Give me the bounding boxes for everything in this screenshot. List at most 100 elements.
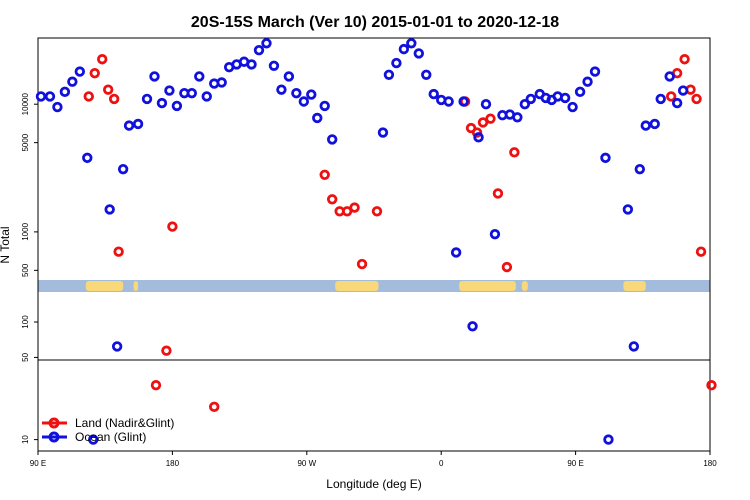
ocean-point xyxy=(649,118,660,130)
y-tick-label: 100 xyxy=(21,315,30,329)
ocean-point xyxy=(567,101,578,113)
ocean-point xyxy=(326,134,338,145)
ocean-point xyxy=(664,71,675,82)
ocean-point xyxy=(473,132,484,143)
land-point xyxy=(108,93,120,105)
y-tick-label: 1000 xyxy=(21,222,30,240)
y-axis-upper: 500 1000 5000 10000 xyxy=(21,93,38,277)
ocean-point xyxy=(253,44,265,56)
ocean-point xyxy=(377,127,389,138)
chart-title: 20S-15S March (Ver 10) 2015-01-01 to 202… xyxy=(191,14,559,31)
y-axis-label: N Total xyxy=(0,226,12,263)
ocean-point xyxy=(44,91,56,102)
land-point xyxy=(326,194,338,205)
ocean-point xyxy=(283,71,295,82)
land-point xyxy=(349,202,360,213)
ocean-point xyxy=(117,163,129,175)
legend-ocean-marker xyxy=(48,431,60,443)
land-strip xyxy=(38,280,710,292)
land-point xyxy=(501,261,513,273)
land-point xyxy=(150,380,162,391)
land-point xyxy=(679,54,690,65)
ocean-point xyxy=(82,152,93,164)
ocean-point xyxy=(164,85,175,96)
ocean-point xyxy=(171,100,183,112)
ocean-point xyxy=(421,69,432,80)
ocean-point xyxy=(640,120,651,131)
ocean-point xyxy=(88,434,99,445)
land-point xyxy=(371,206,383,217)
ocean-point xyxy=(35,91,47,102)
data-points xyxy=(35,38,717,445)
legend-land-label: Land (Nadir&Glint) xyxy=(75,416,174,430)
land-point xyxy=(509,147,520,158)
ocean-point xyxy=(428,88,439,100)
ocean-point xyxy=(123,120,135,131)
ocean-point xyxy=(489,228,501,240)
y-axis-lower: 10 50 100 xyxy=(21,315,38,444)
ocean-point xyxy=(201,91,212,102)
ocean-point xyxy=(268,60,280,71)
ocean-point xyxy=(298,96,310,107)
ocean-point xyxy=(216,77,227,88)
ocean-point xyxy=(132,118,144,130)
y-tick-label: 500 xyxy=(21,263,30,277)
ocean-point xyxy=(74,66,86,77)
land-point xyxy=(695,246,707,257)
y-tick-label: 10000 xyxy=(21,93,30,116)
ocean-point xyxy=(480,99,492,110)
land-point xyxy=(492,188,504,199)
ocean-point xyxy=(291,87,302,99)
ocean-point xyxy=(398,43,410,55)
ocean-point xyxy=(622,204,634,215)
land-point xyxy=(356,258,368,270)
ocean-point xyxy=(413,48,424,59)
land-point xyxy=(341,206,353,217)
ocean-point xyxy=(261,38,272,49)
ocean-point xyxy=(458,96,469,107)
land-point xyxy=(113,246,124,257)
ocean-point xyxy=(149,71,160,82)
land-point xyxy=(319,169,330,180)
x-tick-label: 90 E xyxy=(30,459,46,468)
ocean-point xyxy=(467,321,478,332)
land-point xyxy=(471,127,483,138)
ocean-point xyxy=(246,59,257,70)
legend-land-marker xyxy=(48,417,60,429)
ocean-point xyxy=(519,99,531,110)
ocean-point xyxy=(589,66,601,77)
land-point xyxy=(167,221,178,232)
ocean-point xyxy=(156,97,168,109)
x-axis-label: Longitude (deg E) xyxy=(326,477,421,491)
land-point xyxy=(706,380,717,391)
ocean-point xyxy=(671,97,683,109)
x-tick-label: 180 xyxy=(703,459,717,468)
ocean-point xyxy=(52,101,63,113)
ocean-point xyxy=(59,86,71,98)
x-tick-label: 180 xyxy=(166,459,180,468)
x-tick-label: 0 xyxy=(439,459,444,468)
ocean-point xyxy=(276,84,287,95)
land-point xyxy=(83,91,94,102)
land-point xyxy=(161,345,172,356)
ocean-point xyxy=(443,96,454,107)
ocean-point xyxy=(306,89,317,100)
ocean-point xyxy=(67,76,78,87)
ocean-point xyxy=(525,93,536,105)
ocean-point xyxy=(383,69,395,80)
land-segment xyxy=(335,281,379,291)
y-tick-label: 5000 xyxy=(21,133,30,151)
ocean-point xyxy=(319,100,330,112)
ocean-point xyxy=(312,112,323,124)
ocean-point xyxy=(512,112,523,123)
ocean-point xyxy=(628,341,640,352)
land-point xyxy=(89,67,100,79)
ocean-point xyxy=(559,92,571,104)
x-tick-label: 90 E xyxy=(567,459,583,468)
ocean-point xyxy=(574,86,586,98)
ocean-point xyxy=(104,204,115,215)
legend-ocean-label: Ocean (Glint) xyxy=(75,430,146,444)
ocean-point xyxy=(186,87,198,99)
ocean-point xyxy=(450,247,462,258)
